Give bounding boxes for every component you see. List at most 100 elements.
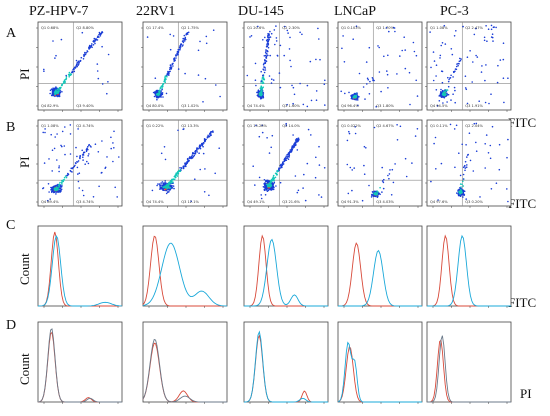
- event-dot: [50, 133, 52, 136]
- event-dot: [198, 152, 200, 154]
- event-dot: [365, 147, 367, 149]
- event-dot: [269, 30, 271, 33]
- event-dot: [439, 54, 442, 57]
- event-dot: [343, 61, 346, 63]
- event-dot: [165, 92, 168, 95]
- event-dot: [254, 62, 257, 65]
- event-dot: [495, 182, 498, 184]
- event-dot: [387, 87, 389, 89]
- event-dot: [98, 33, 100, 36]
- event-dot: [265, 180, 268, 183]
- event-dot: [270, 187, 273, 189]
- event-dot: [447, 80, 450, 83]
- event-dot: [64, 175, 67, 177]
- event-dot: [151, 189, 154, 192]
- event-dot: [202, 145, 204, 148]
- event-dot: [52, 40, 54, 42]
- event-dot: [385, 27, 388, 29]
- event-dot: [264, 184, 267, 187]
- event-dot: [176, 175, 179, 177]
- event-dot: [101, 171, 103, 174]
- event-dot: [50, 186, 52, 189]
- event-dot: [288, 155, 290, 158]
- histogram-curve-treated: [142, 338, 227, 403]
- event-dot: [285, 159, 288, 161]
- event-dot: [255, 124, 257, 127]
- event-dot: [183, 128, 185, 130]
- event-dot: [202, 141, 205, 144]
- row-d-xlabel: PI: [520, 386, 532, 401]
- event-dot: [487, 28, 490, 31]
- row-letter-b: B: [6, 120, 16, 135]
- event-dot: [63, 145, 66, 147]
- event-dot: [266, 186, 269, 188]
- event-dot: [164, 187, 167, 189]
- event-dot: [377, 195, 379, 198]
- event-dot: [263, 189, 266, 192]
- event-dot: [286, 154, 288, 156]
- quadrant-percentage: Q4 91.3%: [341, 200, 359, 204]
- event-dot: [472, 61, 474, 63]
- event-dot: [99, 35, 102, 37]
- quadrant-percentage: Q4 74.4%: [146, 200, 164, 204]
- event-dot: [271, 78, 273, 80]
- event-dot: [404, 49, 407, 51]
- event-dot: [315, 58, 317, 61]
- event-dot: [291, 84, 293, 87]
- event-dot: [275, 185, 277, 187]
- event-dot: [270, 180, 272, 182]
- event-dot: [176, 171, 179, 174]
- event-dot: [276, 173, 279, 176]
- event-dot: [173, 178, 175, 181]
- event-dot: [320, 196, 323, 198]
- event-dot: [204, 168, 206, 170]
- event-dot: [163, 79, 166, 81]
- event-dot: [114, 186, 116, 189]
- event-dot: [278, 169, 281, 171]
- event-dot: [404, 67, 407, 70]
- event-dot: [455, 65, 458, 68]
- event-dot: [63, 82, 65, 84]
- event-dot: [463, 190, 466, 193]
- event-dot: [83, 54, 86, 57]
- event-dot: [465, 144, 467, 146]
- histogram-curve-treated: [337, 341, 422, 403]
- event-dot: [367, 78, 370, 81]
- event-dot: [261, 124, 263, 126]
- event-dot: [484, 101, 487, 104]
- event-dot: [460, 58, 462, 60]
- event-dot: [208, 135, 211, 138]
- event-dot: [175, 57, 177, 59]
- event-dot: [465, 88, 468, 91]
- event-dot: [481, 65, 483, 67]
- event-dot: [388, 30, 390, 33]
- event-dot: [414, 135, 417, 137]
- event-dot: [162, 189, 164, 191]
- event-dot: [88, 47, 91, 49]
- event-dot: [351, 169, 354, 171]
- row-c-xlabel: FITC: [508, 295, 537, 310]
- event-dot: [58, 166, 60, 169]
- event-dot: [165, 189, 167, 192]
- event-dot: [268, 34, 270, 36]
- event-dot: [209, 134, 211, 137]
- event-dot: [68, 71, 71, 74]
- event-dot: [218, 147, 220, 149]
- event-dot: [383, 178, 385, 181]
- event-dot: [485, 25, 487, 27]
- event-dot: [491, 33, 494, 35]
- event-dot: [315, 99, 318, 101]
- event-dot: [203, 191, 206, 193]
- event-dot: [369, 80, 371, 83]
- event-dot: [99, 33, 102, 36]
- quadrant-percentage: Q2 4.67%: [376, 124, 394, 128]
- event-dot: [315, 156, 317, 159]
- event-dot: [278, 72, 281, 74]
- event-dot: [177, 68, 180, 70]
- event-dot: [78, 187, 80, 189]
- event-dot: [86, 147, 88, 150]
- event-dot: [455, 124, 458, 127]
- event-dot: [267, 46, 270, 49]
- event-dot: [189, 156, 192, 159]
- event-dot: [465, 198, 468, 200]
